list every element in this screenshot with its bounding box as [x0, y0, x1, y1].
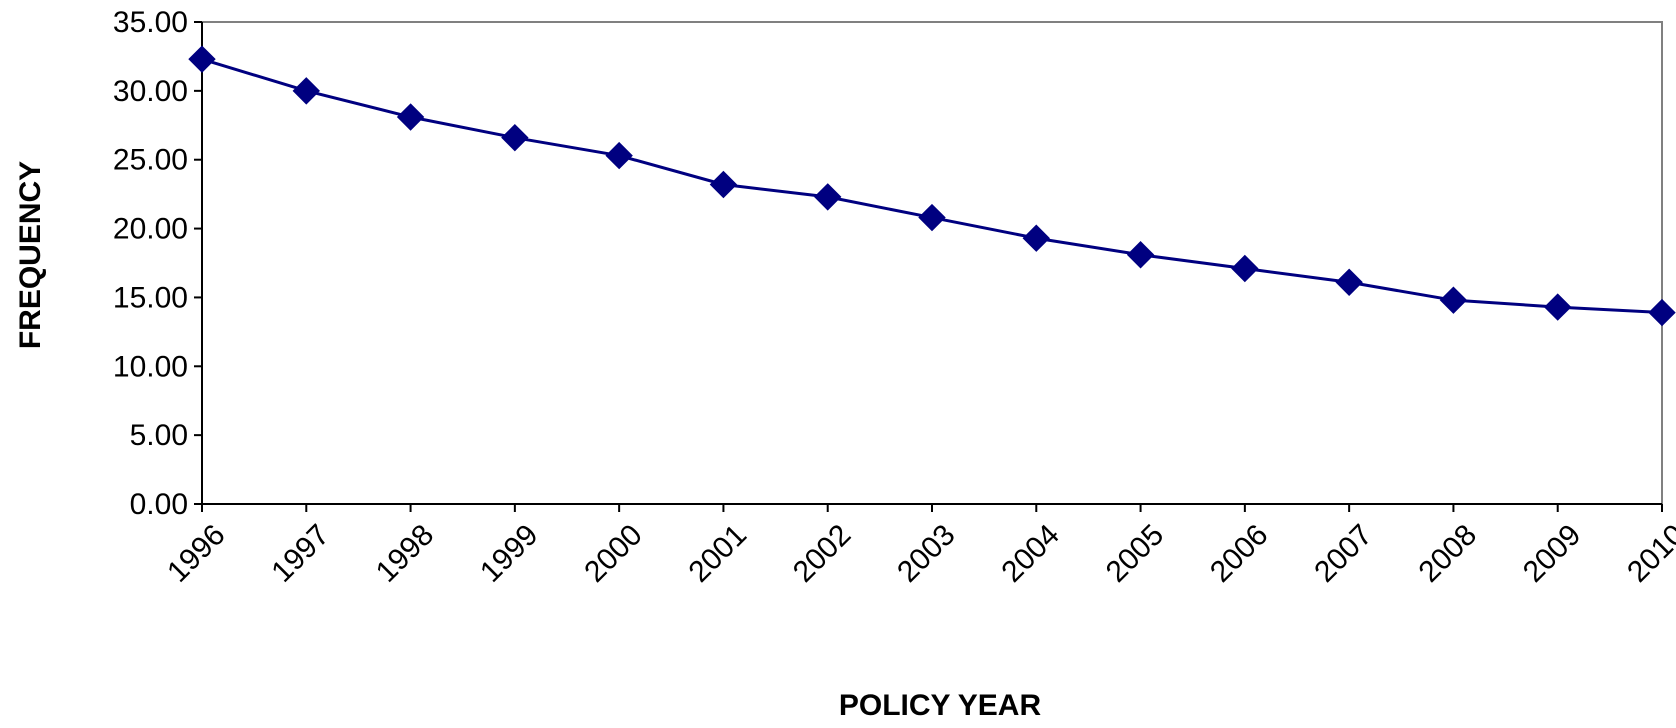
y-tick-label: 5.00 — [130, 419, 188, 452]
y-tick-label: 30.00 — [113, 75, 188, 108]
data-point-marker — [188, 45, 216, 73]
y-tick-label: 35.00 — [113, 6, 188, 39]
data-point-marker — [1439, 286, 1468, 314]
x-tick-label: 1996 — [161, 518, 232, 589]
data-point-marker — [605, 141, 633, 170]
data-point-marker — [709, 170, 738, 199]
data-point-marker — [501, 123, 529, 152]
y-axis: 0.00 5.00 10.00 15.00 20.00 25.00 30.00 35.00 — [113, 6, 203, 521]
x-tick-label: 1997 — [265, 518, 336, 589]
x-tick-label: 2000 — [578, 518, 649, 589]
data-point-marker — [1126, 241, 1155, 269]
x-tick-label: 2003 — [891, 518, 962, 589]
data-point-marker — [396, 103, 425, 131]
y-tick-label: 25.00 — [113, 144, 188, 177]
x-tick-label: 2009 — [1517, 518, 1588, 589]
x-tick-label: 2002 — [787, 518, 858, 589]
x-axis: 1996 1997 1998 1999 2000 2001 2002 2003 2004 2005… — [161, 503, 1676, 589]
x-tick-label: 1998 — [370, 518, 441, 589]
series-layer — [188, 45, 1676, 327]
data-point-marker — [1648, 298, 1676, 327]
x-tick-label: 2005 — [1100, 518, 1171, 589]
y-tick-label: 10.00 — [113, 350, 188, 383]
x-axis-title: POLICY YEAR — [839, 689, 1042, 722]
x-tick-label: 2001 — [683, 518, 754, 589]
x-tick-label: 1999 — [474, 518, 545, 589]
data-point-marker — [1022, 224, 1050, 252]
y-tick-label: 20.00 — [113, 213, 188, 246]
y-tick-label: 15.00 — [113, 281, 188, 314]
data-point-marker — [1231, 254, 1259, 283]
x-tick-label: 2007 — [1308, 518, 1379, 589]
y-axis-title: FREQUENCY — [14, 161, 47, 349]
x-tick-label: 2010 — [1621, 518, 1676, 589]
y-tick-label: 0.00 — [130, 488, 188, 521]
data-point-marker — [292, 77, 320, 105]
data-point-marker — [814, 183, 842, 211]
x-tick-label: 2004 — [995, 518, 1066, 589]
plot-area-border — [201, 21, 1663, 505]
data-point-marker — [918, 203, 946, 232]
data-point-marker — [1544, 293, 1572, 321]
data-point-marker — [1335, 268, 1363, 296]
x-tick-label: 2006 — [1204, 518, 1275, 589]
x-tick-label: 2008 — [1413, 518, 1484, 589]
